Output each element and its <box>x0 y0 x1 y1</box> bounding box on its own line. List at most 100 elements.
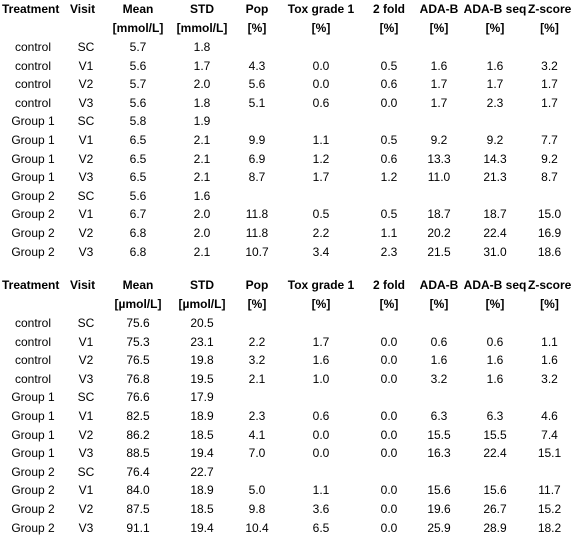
header-ada-b: ADA-B <box>419 2 459 16</box>
table-row: Group 2 V2 87.5 18.5 9.8 3.6 0.0 19.6 26.7 15.2 <box>0 500 571 519</box>
cell-z-score: 15.0 <box>537 207 562 222</box>
cell-tox-grade-1: 2.2 <box>312 225 330 240</box>
cell-two-fold <box>362 463 416 482</box>
cell-ada-b-seq <box>462 38 528 57</box>
cell-ada-b: 13.3 <box>427 151 451 166</box>
cell-visit: V3 <box>78 446 94 461</box>
cell-tox-grade-1: 0.0 <box>312 427 330 442</box>
cell-ada-b-seq: 14.3 <box>483 151 507 166</box>
cell-mean: 84.0 <box>126 483 150 498</box>
header-z-score: Z-score <box>528 278 571 292</box>
cell-ada-b: 21.5 <box>427 244 451 259</box>
cell-pop: 2.3 <box>248 408 266 423</box>
cell-std: 22.7 <box>190 464 214 479</box>
cell-two-fold: 0.5 <box>380 58 398 73</box>
cell-treatment: control <box>14 58 52 73</box>
cell-std: 18.5 <box>190 427 214 442</box>
header-std: STD <box>190 278 214 292</box>
table-row: Group 1 V3 88.5 19.4 7.0 0.0 0.0 16.3 22.4 15.1 <box>0 444 571 463</box>
table-row: Group 2 V3 91.1 19.4 10.4 6.5 0.0 25.9 28.9 18.2 <box>0 519 571 537</box>
cell-z-score: 8.7 <box>541 170 558 185</box>
table-row: Group 1 V1 6.5 2.1 9.9 1.1 0.5 9.2 9.2 7.7 <box>0 131 571 150</box>
cell-ada-b-seq: 0.6 <box>486 334 504 349</box>
header-ada-b-seq: ADA-B seq <box>463 2 527 16</box>
cell-ada-b: 1.7 <box>430 95 448 110</box>
cell-visit: V2 <box>78 353 94 368</box>
cell-ada-b-seq: 21.3 <box>483 170 507 185</box>
cell-tox-grade-1: 0.6 <box>312 408 330 423</box>
cell-ada-b-seq: 1.6 <box>486 353 504 368</box>
unit-std: [µmol/L] <box>178 297 226 311</box>
cell-ada-b: 20.2 <box>427 225 451 240</box>
table-row: Group 2 V1 84.0 18.9 5.0 1.1 0.0 15.6 15.6 11.7 <box>0 481 571 500</box>
cell-mean: 6.8 <box>129 225 147 240</box>
table-row: Group 2 V2 6.8 2.0 11.8 2.2 1.1 20.2 22.4 16.9 <box>0 224 571 243</box>
cell-pop: 6.9 <box>248 151 266 166</box>
header-z-score: Z-score <box>528 2 571 16</box>
header-visit: Visit <box>70 278 96 292</box>
cell-visit: V2 <box>78 225 94 240</box>
cell-two-fold: 1.1 <box>380 225 398 240</box>
unit-visit <box>66 19 106 38</box>
cell-ada-b-seq: 15.6 <box>483 483 507 498</box>
cell-two-fold <box>362 314 416 333</box>
cell-pop: 10.4 <box>245 520 269 535</box>
cell-std: 1.6 <box>193 188 211 203</box>
cell-two-fold: 1.2 <box>380 170 398 185</box>
cell-ada-b-seq: 1.6 <box>486 58 504 73</box>
cell-treatment: control <box>14 95 52 110</box>
cell-treatment: Group 1 <box>11 408 55 423</box>
cell-ada-b: 19.6 <box>427 501 451 516</box>
cell-visit: SC <box>77 40 95 54</box>
cell-ada-b: 1.6 <box>430 58 448 73</box>
cell-mean: 82.5 <box>126 408 150 423</box>
cell-std: 19.4 <box>190 446 214 461</box>
cell-ada-b-seq <box>462 314 528 333</box>
cell-tox-grade-1: 3.6 <box>312 501 330 516</box>
table-row: control V1 5.6 1.7 4.3 0.0 0.5 1.6 1.6 3.2 <box>0 57 571 76</box>
cell-z-score <box>528 388 571 407</box>
cell-treatment: Group 1 <box>11 390 55 405</box>
cell-treatment: Group 2 <box>11 483 55 498</box>
header-tox-grade-1: Tox grade 1 <box>287 278 355 292</box>
cell-pop: 9.9 <box>248 132 266 147</box>
unit-pop: [%] <box>247 21 267 35</box>
cell-mean: 5.7 <box>129 40 147 54</box>
cell-ada-b: 0.6 <box>430 334 448 349</box>
cell-visit: V2 <box>78 151 94 166</box>
cell-pop: 4.3 <box>248 58 266 73</box>
cell-visit: V1 <box>78 483 94 498</box>
cell-std: 20.5 <box>190 316 214 330</box>
cell-std: 19.8 <box>190 353 214 368</box>
cell-treatment: Group 2 <box>11 188 55 203</box>
table-row: control V2 5.7 2.0 5.6 0.0 0.6 1.7 1.7 1.7 <box>0 75 571 94</box>
cell-mean: 87.5 <box>126 501 150 516</box>
cell-treatment: Group 1 <box>11 170 55 185</box>
cell-mean: 75.6 <box>126 316 150 330</box>
cell-ada-b-seq: 15.5 <box>483 427 507 442</box>
cell-visit: V3 <box>78 170 94 185</box>
cell-pop <box>234 463 280 482</box>
cell-ada-b-seq: 2.3 <box>486 95 504 110</box>
cell-pop <box>234 388 280 407</box>
header-row: Treatment Visit Mean STD Pop Tox grade 1 2 fol… <box>0 0 571 19</box>
cell-pop: 2.2 <box>248 334 266 349</box>
cell-two-fold: 0.6 <box>380 151 398 166</box>
cell-std: 2.0 <box>193 77 211 92</box>
table-row: Group 2 V3 6.8 2.1 10.7 3.4 2.3 21.5 31.0 18.6 <box>0 243 571 262</box>
cell-treatment: control <box>14 334 52 349</box>
cell-treatment: Group 1 <box>11 427 55 442</box>
cell-visit: V2 <box>78 77 94 92</box>
results-table-mmol: Treatment Visit Mean STD Pop Tox grade 1 2 fol… <box>0 0 571 261</box>
unit-two-fold: [%] <box>379 297 399 311</box>
cell-tox-grade-1 <box>280 38 362 57</box>
cell-z-score: 11.7 <box>538 483 561 498</box>
cell-treatment: Group 2 <box>11 464 55 479</box>
cell-mean: 6.5 <box>129 132 147 147</box>
cell-treatment: control <box>14 316 52 330</box>
cell-mean: 6.5 <box>129 170 147 185</box>
cell-std: 2.1 <box>193 132 211 147</box>
table-row: control V3 76.8 19.5 2.1 1.0 0.0 3.2 1.6 3.2 <box>0 370 571 389</box>
cell-z-score <box>528 463 571 482</box>
cell-two-fold: 0.0 <box>380 483 398 498</box>
